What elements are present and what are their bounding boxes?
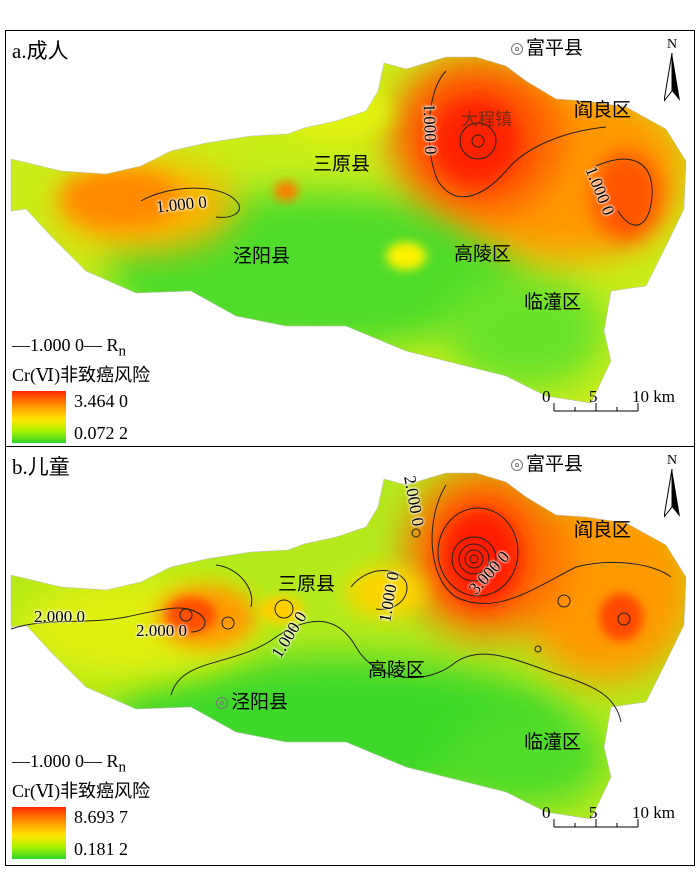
color-ramp: 8.693 7 0.181 2 <box>12 807 150 859</box>
adult-risk-map-panel: a.成人 N 富平县 阎良区 三原县 泾阳县 高陵区 临潼区 大程镇 1.000… <box>5 30 695 450</box>
contour-line <box>428 70 607 198</box>
place-sanyuan: 三原县 <box>278 573 336 595</box>
place-lintong: 临潼区 <box>524 731 582 753</box>
place-sanyuan: 三原县 <box>313 153 371 175</box>
legend-contour-line: —1.000 0— Rn <box>12 335 127 360</box>
child-risk-map <box>10 472 687 828</box>
scale-label-0: 0 <box>542 803 551 822</box>
contour-ring <box>459 122 497 160</box>
color-ramp-bar <box>12 807 66 859</box>
contour-line <box>595 158 653 226</box>
contour-line <box>215 564 253 608</box>
contour-label: 2.000 0 <box>136 621 187 640</box>
legend-contour-line: —1.000 0— Rn <box>12 751 127 776</box>
contour-ring <box>451 536 497 582</box>
place-yanliang: 阎良区 <box>574 519 632 541</box>
contour-ring <box>411 528 421 538</box>
place-gaoling: 高陵区 <box>454 243 512 265</box>
place-yanliang: 阎良区 <box>574 99 632 121</box>
contour-ring <box>458 543 490 575</box>
legend-min: 0.072 2 <box>74 423 128 443</box>
north-label: N <box>666 37 678 52</box>
north-label: N <box>666 453 678 468</box>
contour-label: 2.000 0 <box>34 607 85 626</box>
scale-label-0: 0 <box>542 387 551 406</box>
town-marker-icon <box>511 42 523 55</box>
legend-title: Cr(Ⅵ)非致癌风险 <box>12 365 151 385</box>
contour-ring <box>179 608 193 622</box>
legend-title: Cr(Ⅵ)非致癌风险 <box>12 781 151 801</box>
place-dachengzhen: 大程镇 <box>461 110 512 130</box>
legend-min: 0.181 2 <box>74 839 128 859</box>
north-arrow-icon <box>664 469 680 517</box>
color-ramp-bar <box>12 391 66 443</box>
color-ramp: 3.464 0 0.072 2 <box>12 391 150 443</box>
place-gaoling: 高陵区 <box>368 659 426 681</box>
contour-ring <box>534 645 542 653</box>
contour-ring <box>274 599 294 619</box>
place-fuping: 富平县 <box>511 449 583 476</box>
adult-risk-map <box>10 56 687 412</box>
contour-ring <box>617 612 631 626</box>
legend-max: 3.464 0 <box>74 391 128 411</box>
scale-label-5: 5 <box>589 803 598 822</box>
town-marker-icon <box>216 696 228 709</box>
scale-bar <box>553 403 639 412</box>
scale-label-10: 10 km <box>632 387 675 406</box>
child-risk-map-panel: b.儿童 N 富平县 阎良区 三原县 泾阳县 高陵区 临潼区 2.000 0 2… <box>5 446 695 866</box>
place-jingyang: 泾阳县 <box>216 687 288 714</box>
contour-ring <box>469 554 479 564</box>
north-arrow: N <box>660 453 684 517</box>
study-area-boundary <box>10 56 687 404</box>
town-marker-icon <box>511 458 523 471</box>
contour-ring <box>221 616 235 630</box>
legend: —1.000 0— Rn Cr(Ⅵ)非致癌风险 8.693 7 0.181 2 <box>12 751 150 859</box>
contour-ring <box>437 507 519 597</box>
contour-ring <box>471 134 485 148</box>
north-arrow: N <box>660 37 684 101</box>
legend: —1.000 0— Rn Cr(Ⅵ)非致癌风险 3.464 0 0.072 2 <box>12 335 150 443</box>
scale-label-10: 10 km <box>632 803 675 822</box>
panel-title: a.成人 <box>12 39 69 63</box>
contour-line <box>350 570 408 610</box>
contour-label: 1.000 0 <box>419 103 441 155</box>
place-jingyang: 泾阳县 <box>233 245 291 267</box>
contour-line <box>431 484 672 605</box>
contour-ring <box>557 594 571 608</box>
contour-line <box>170 620 622 723</box>
scale-label-5: 5 <box>589 387 598 406</box>
north-arrow-icon <box>664 53 680 101</box>
place-lintong: 临潼区 <box>524 291 582 313</box>
study-area-boundary <box>10 472 687 820</box>
place-fuping: 富平县 <box>511 33 583 60</box>
scale-bar <box>553 819 639 828</box>
contour-ring <box>464 549 484 569</box>
legend-max: 8.693 7 <box>74 807 128 827</box>
contour-line <box>10 607 206 633</box>
contour-line <box>140 187 240 218</box>
panel-title: b.儿童 <box>12 455 70 479</box>
